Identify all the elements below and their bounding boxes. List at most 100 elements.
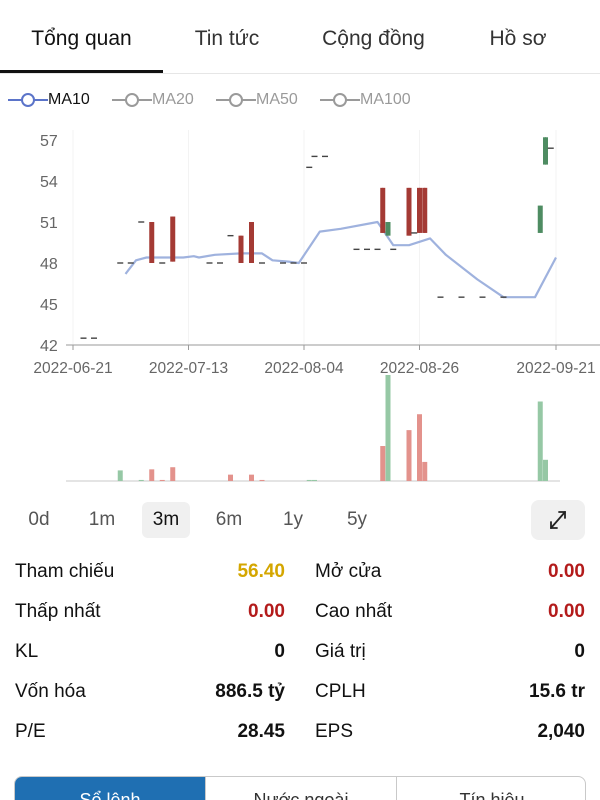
volume-bar: [543, 459, 548, 481]
range-1y-button[interactable]: 1y: [282, 509, 304, 530]
candle-down: [406, 187, 412, 236]
eps-label: EPS: [315, 721, 354, 742]
trade-value-label: Giá trị: [315, 641, 366, 662]
low-label: Thấp nhất: [15, 601, 101, 622]
high-label: Cao nhất: [315, 601, 393, 622]
market-cap-value: 886.5 tỷ: [215, 681, 285, 702]
high-value: 0.00: [548, 601, 585, 622]
range-3m-button[interactable]: 3m: [142, 502, 190, 538]
trade-value-value: 0: [574, 641, 585, 662]
open-value: 0.00: [548, 561, 585, 582]
candle-down: [149, 222, 155, 263]
range-6m-button[interactable]: 6m: [215, 509, 243, 530]
volume-bar: [380, 446, 386, 481]
legend-ma20[interactable]: MA20: [112, 86, 210, 114]
pe-value: 28.45: [237, 721, 285, 742]
candle-up: [543, 137, 548, 165]
ma10-line-icon: [8, 93, 48, 107]
active-tab-indicator: [0, 70, 163, 73]
tab-news[interactable]: Tin tức: [194, 27, 260, 50]
legend-ma100[interactable]: MA100: [320, 86, 430, 114]
legend-ma10[interactable]: MA10: [8, 86, 106, 114]
ma-legend: MA10 MA20 MA50 MA100: [0, 86, 600, 114]
tab-signals[interactable]: Tín hiệu: [459, 790, 525, 800]
volume-bar: [249, 474, 254, 481]
volume-value: 0: [274, 641, 285, 662]
tab-divider: [396, 777, 397, 800]
tab-profile[interactable]: Hồ sơ: [489, 27, 547, 50]
legend-ma20-label: MA20: [152, 91, 194, 108]
tab-overview[interactable]: Tổng quan: [31, 27, 132, 50]
volume-bar: [138, 479, 144, 481]
volume-plot: [66, 375, 560, 482]
volume-bar: [422, 461, 428, 481]
low-value: 0.00: [248, 601, 285, 622]
y-tick-label: 45: [40, 297, 58, 314]
eps-value: 2,040: [537, 721, 585, 742]
reference-label: Tham chiếu: [15, 561, 115, 582]
time-range-selector: 0d 1m 3m 6m 1y 5y: [0, 500, 600, 542]
price-plot: [72, 130, 557, 345]
shares-outstanding-value: 15.6 tr: [529, 681, 585, 702]
stats-row: KL 0 Giá trị 0: [0, 635, 600, 675]
ma50-line-icon: [216, 93, 256, 107]
range-0d-button[interactable]: 0d: [28, 509, 50, 530]
tab-foreign[interactable]: Nước ngoài: [253, 790, 349, 800]
x-tick-label: 2022-08-04: [264, 360, 344, 377]
ma10-line: [124, 220, 557, 299]
shares-outstanding-label: CPLH: [315, 681, 366, 702]
candle-down: [380, 187, 386, 233]
tab-order-book[interactable]: Sổ lệnh: [15, 777, 205, 800]
legend-ma100-label: MA100: [360, 91, 411, 108]
volume-bar: [417, 414, 422, 481]
y-tick-label: 42: [40, 338, 58, 355]
x-tick-label: 2022-06-21: [33, 360, 112, 377]
legend-ma50[interactable]: MA50: [216, 86, 314, 114]
volume-bar: [159, 479, 165, 481]
volume-bar: [228, 474, 233, 481]
legend-ma50-label: MA50: [256, 91, 298, 108]
stats-row: Tham chiếu 56.40 Mở cửa 0.00: [0, 555, 600, 595]
y-tick-label: 54: [40, 174, 58, 191]
expand-icon: [550, 511, 566, 529]
volume-bar: [170, 467, 176, 481]
volume-bar: [537, 401, 543, 481]
legend-ma10-label: MA10: [48, 91, 90, 108]
detail-tab-bar: Sổ lệnh Nước ngoài Tín hiệu: [14, 776, 586, 800]
x-tick-label: 2022-09-21: [516, 360, 595, 377]
volume-bar: [259, 479, 265, 481]
candle-down: [238, 235, 244, 263]
fullscreen-button[interactable]: [531, 500, 585, 540]
x-tick-label: 2022-08-26: [380, 360, 459, 377]
x-tick-label: 2022-07-13: [149, 360, 228, 377]
candle-up: [537, 205, 543, 233]
pe-label: P/E: [15, 721, 46, 742]
y-tick-label: 57: [40, 133, 58, 150]
price-chart[interactable]: 57 54 51 48 45 42 2022-06-21 2022-07-13 2022-08-…: [0, 118, 600, 490]
range-5y-button[interactable]: 5y: [346, 509, 368, 530]
y-tick-label: 48: [40, 256, 58, 273]
candle-up: [385, 222, 391, 236]
volume-bar: [306, 479, 312, 481]
stats-row: Thấp nhất 0.00 Cao nhất 0.00: [0, 595, 600, 635]
ma20-line-icon: [112, 93, 152, 107]
volume-bar: [406, 430, 412, 481]
y-tick-label: 51: [40, 215, 58, 232]
top-tab-bar: Tổng quan Tin tức Cộng đồng Hồ sơ: [0, 0, 600, 74]
volume-label: KL: [15, 641, 39, 662]
volume-bar: [385, 375, 391, 481]
ma100-line-icon: [320, 93, 360, 107]
candle-down: [422, 187, 428, 233]
open-label: Mở cửa: [315, 561, 382, 582]
candle-down: [417, 187, 422, 233]
chart-axes: 57 54 51 48 45 42 2022-06-21 2022-07-13 2022-08-…: [33, 133, 600, 377]
volume-bar: [117, 470, 123, 481]
reference-value: 56.40: [237, 561, 285, 582]
market-cap-label: Vốn hóa: [15, 681, 86, 702]
tab-divider: [205, 777, 206, 800]
stats-row: Vốn hóa 886.5 tỷ CPLH 15.6 tr: [0, 675, 600, 715]
range-1m-button[interactable]: 1m: [88, 509, 116, 530]
candle-down: [170, 216, 176, 262]
tab-community[interactable]: Cộng đồng: [322, 27, 425, 50]
volume-bar: [312, 479, 317, 481]
